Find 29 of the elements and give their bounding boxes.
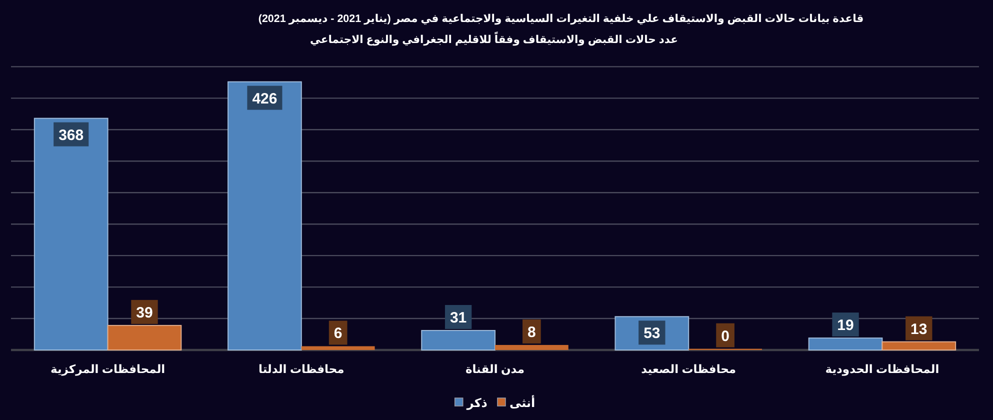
x-label: مدن القناة [465,364,525,376]
data-label: 8 [528,324,536,341]
data-label: 31 [444,304,472,329]
x-label: محافظات الدلتا [258,364,344,376]
title: قاعدة بيانات حالات القبض والاستيقاف علي خلفية التغيرات السياسية والاجتماعية في مصر (يناير 2021 - ديسمبر 2021) [258,13,864,25]
data-label: 426 [252,90,278,108]
data-label: 6 [334,325,342,342]
data-label: 19 [832,312,859,337]
data-label: 426 [247,86,282,110]
data-label: 368 [54,122,89,146]
x-label: محافظات الصعيد [641,364,736,376]
legend-label: أنثى [509,396,536,410]
legend-label: ذكر [466,396,488,410]
x-label: المحافظات الحدودية [825,364,940,376]
data-label: 19 [837,317,854,334]
data-label: 53 [644,325,660,342]
data-label: 0 [721,328,730,345]
data-label: 53 [638,320,666,345]
data-label: 39 [136,304,153,322]
data-label: 39 [131,300,158,324]
data-label: 31 [450,309,467,326]
x-label: المحافظات المركزية [50,364,166,376]
data-label: 13 [910,320,928,338]
data-label: 0 [716,323,734,348]
data-label: 8 [522,319,541,344]
subtitle: عدد حالات القبض والاستيقاف وفقاً للاقليم الجغرافي والنوع الاجتماعي [310,34,678,46]
data-label: 368 [58,126,84,144]
data-label: 6 [328,320,348,345]
data-label: 13 [906,316,932,340]
